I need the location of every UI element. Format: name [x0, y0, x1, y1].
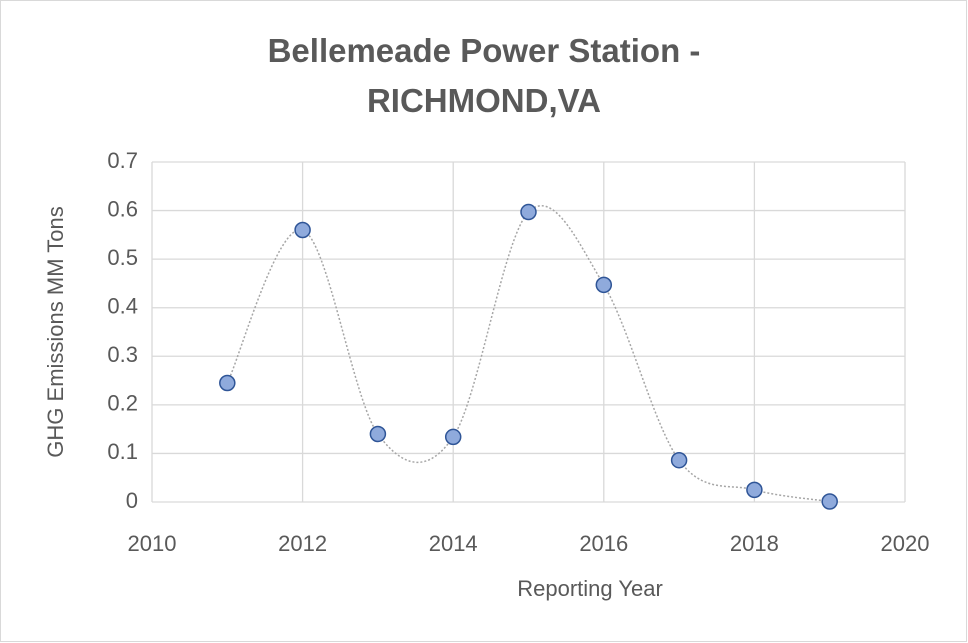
y-tick-label: 0 — [126, 488, 138, 513]
data-point — [294, 221, 311, 239]
y-tick-label: 0.5 — [107, 245, 138, 270]
data-point — [520, 203, 537, 221]
data-point — [219, 374, 236, 392]
y-tick-label: 0.4 — [107, 294, 138, 319]
data-point — [369, 425, 387, 443]
y-tick-label: 0.2 — [107, 391, 138, 416]
x-axis-title: Reporting Year — [517, 576, 663, 601]
y-tick-label: 0.6 — [107, 196, 138, 221]
y-axis-title: GHG Emissions MM Tons — [43, 206, 68, 457]
trend-line — [226, 205, 830, 503]
data-point — [746, 481, 763, 499]
x-tick-label: 2012 — [278, 531, 327, 556]
x-tick-label: 2020 — [881, 531, 930, 556]
data-point — [444, 428, 462, 446]
x-tick-label: 2016 — [579, 531, 628, 556]
x-tick-label: 2014 — [429, 531, 478, 556]
y-tick-label: 0.1 — [107, 439, 138, 464]
y-tick-label: 0.7 — [107, 148, 138, 173]
chart-title: Bellemeade Power Station - RICHMOND,VA — [267, 32, 701, 119]
x-tick-label: 2018 — [730, 531, 779, 556]
x-tick-label: 2010 — [128, 531, 177, 556]
data-point — [670, 451, 688, 469]
y-tick-label: 0.3 — [107, 342, 138, 367]
data-point — [595, 276, 613, 294]
data-point — [821, 493, 838, 510]
